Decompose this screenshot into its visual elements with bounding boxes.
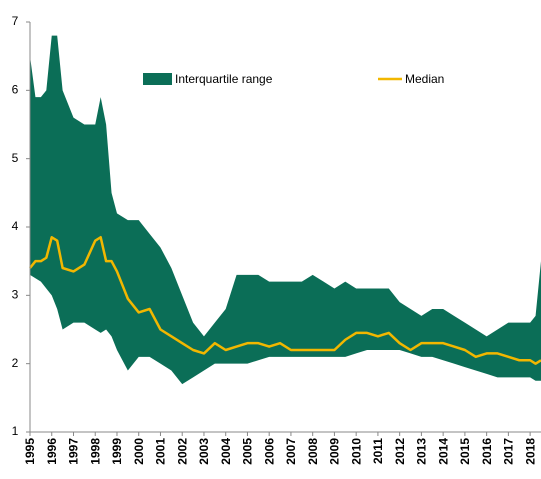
median-line: [29, 236, 541, 365]
x-tick-label: 2006: [262, 438, 276, 465]
iqr-band: [30, 35, 541, 385]
x-tick-label: 2001: [154, 438, 168, 465]
x-tick-label: 2012: [393, 438, 407, 465]
x-tick-label: 2011: [371, 438, 385, 464]
legend-label: Median: [405, 72, 444, 86]
x-tick-label: 2000: [132, 438, 146, 465]
x-tick-label: 2010: [349, 438, 363, 465]
x-tick-label: 2007: [284, 438, 298, 465]
y-tick-label: 1: [12, 424, 19, 438]
y-tick-label: 4: [12, 219, 19, 233]
y-tick-label: 7: [12, 14, 19, 28]
x-tick-label: 2013: [415, 438, 429, 465]
x-tick-label: 2002: [175, 438, 189, 465]
x-tick-label: 2017: [502, 438, 516, 465]
x-tick-label: 2003: [197, 438, 211, 465]
x-tick-label: 2008: [306, 438, 320, 465]
x-tick-label: 1999: [110, 438, 124, 465]
x-tick-label: 1997: [67, 438, 81, 465]
legend-swatch-range: [143, 73, 172, 85]
x-tick-label: 2014: [436, 438, 450, 465]
y-tick-label: 2: [12, 356, 19, 370]
x-tick-label: 2005: [241, 438, 255, 465]
y-tick-label: 3: [12, 288, 19, 302]
x-tick-label: 2009: [328, 438, 342, 465]
x-tick-label: 1995: [23, 438, 37, 465]
legend-label: Interquartile range: [175, 72, 273, 86]
x-tick-label: 1998: [88, 438, 102, 465]
x-tick-label: 2004: [219, 438, 233, 465]
x-tick-label: 2016: [480, 438, 494, 465]
y-tick-label: 6: [12, 83, 19, 97]
y-tick-label: 5: [12, 151, 19, 165]
x-tick-label: 2015: [458, 438, 472, 465]
x-tick-label: 2018: [523, 438, 537, 465]
x-tick-label: 1996: [45, 438, 59, 465]
